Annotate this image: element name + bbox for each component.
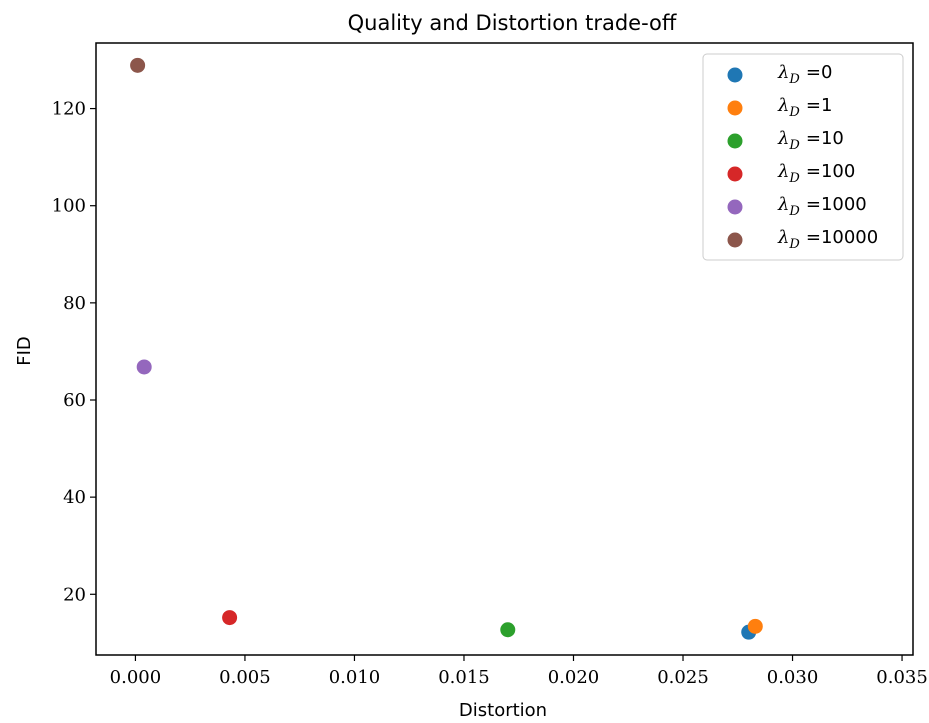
x-tick-label: 0.020 [548, 667, 600, 688]
plot-frame [95, 42, 914, 656]
legend-label: λD =100 [777, 161, 855, 186]
chart-title: Quality and Distortion trade-off [348, 11, 677, 35]
legend-marker [727, 133, 743, 149]
y-tick-label: 60 [63, 390, 86, 411]
x-tick-label: 0.015 [438, 667, 490, 688]
x-tick-label: 0.005 [219, 667, 271, 688]
legend-label: λD =1 [777, 95, 832, 120]
x-tick-label: 0.025 [657, 667, 709, 688]
legend-box [702, 53, 904, 261]
data-point-series-4 [136, 359, 152, 375]
legend-marker [727, 100, 743, 116]
legend-marker [727, 199, 743, 215]
legend-marker [727, 232, 743, 248]
legend-marker [727, 67, 743, 83]
x-tick-label: 0.000 [110, 667, 162, 688]
data-point-series-1 [747, 618, 763, 634]
legend: λD =0 λD =1 λD =10 λD =100 λD =1000 λD =10000 [702, 53, 904, 261]
legend-marker [727, 166, 743, 182]
y-tick-label: 40 [63, 487, 86, 508]
axis-ticks: 0.000 0.005 0.010 0.015 0.020 0.025 0.030 0.035… [52, 99, 928, 688]
x-axis-label: Distortion [459, 700, 547, 721]
y-tick-label: 80 [63, 293, 86, 314]
legend-label: λD =10 [777, 128, 844, 153]
data-points [130, 57, 763, 640]
legend-label: λD =0 [777, 62, 832, 87]
y-tick-label: 100 [52, 196, 86, 217]
data-point-series-2 [500, 622, 516, 638]
y-tick-label: 120 [52, 99, 86, 120]
y-axis-label: FID [14, 336, 35, 366]
x-tick-label: 0.010 [329, 667, 381, 688]
data-point-series-3 [222, 610, 238, 626]
legend-label: λD =1000 [777, 194, 867, 219]
data-point-series-5 [130, 57, 146, 73]
x-tick-label: 0.035 [876, 667, 928, 688]
legend-label: λD =10000 [777, 227, 878, 252]
x-tick-label: 0.030 [767, 667, 819, 688]
y-tick-label: 20 [63, 584, 86, 605]
